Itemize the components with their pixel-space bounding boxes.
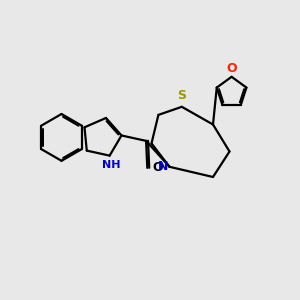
Text: N: N	[158, 160, 168, 173]
Text: O: O	[153, 161, 163, 174]
Text: O: O	[226, 62, 237, 75]
Text: NH: NH	[102, 160, 120, 170]
Text: S: S	[177, 89, 186, 102]
